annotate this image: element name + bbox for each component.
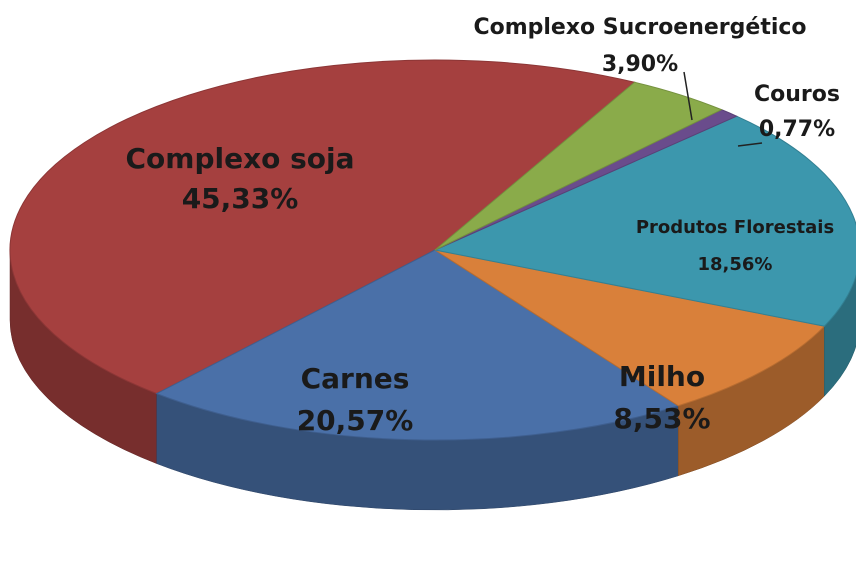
- slice-value-label: 0,77%: [759, 117, 835, 142]
- slice-label: Complexo Sucroenergético: [473, 15, 806, 40]
- slice-value-label: 45,33%: [182, 182, 299, 215]
- slice-label: Couros: [754, 82, 840, 107]
- pie-slice: [155, 249, 680, 441]
- pie-slice: [9, 59, 636, 395]
- pie-slice: [434, 81, 723, 251]
- slice-value-label: 8,53%: [613, 402, 710, 435]
- labels: Complexo soja 45,33% Carnes 20,57% Milho 8,53…: [125, 15, 840, 437]
- slice-value-label: 3,90%: [602, 52, 678, 77]
- leader-line: [683, 71, 693, 121]
- slice-value-label: 18,56%: [698, 254, 773, 275]
- leader-line: [737, 142, 763, 147]
- slice-value-label: 20,57%: [297, 404, 414, 437]
- slice-label: Carnes: [301, 362, 410, 395]
- pie-tops: [9, 59, 856, 441]
- pie-slice: [434, 249, 826, 407]
- slice-label: Milho: [619, 360, 705, 393]
- pie-slice: [433, 115, 856, 327]
- slice-label: Produtos Florestais: [636, 217, 834, 238]
- slice-label: Complexo soja: [125, 142, 354, 175]
